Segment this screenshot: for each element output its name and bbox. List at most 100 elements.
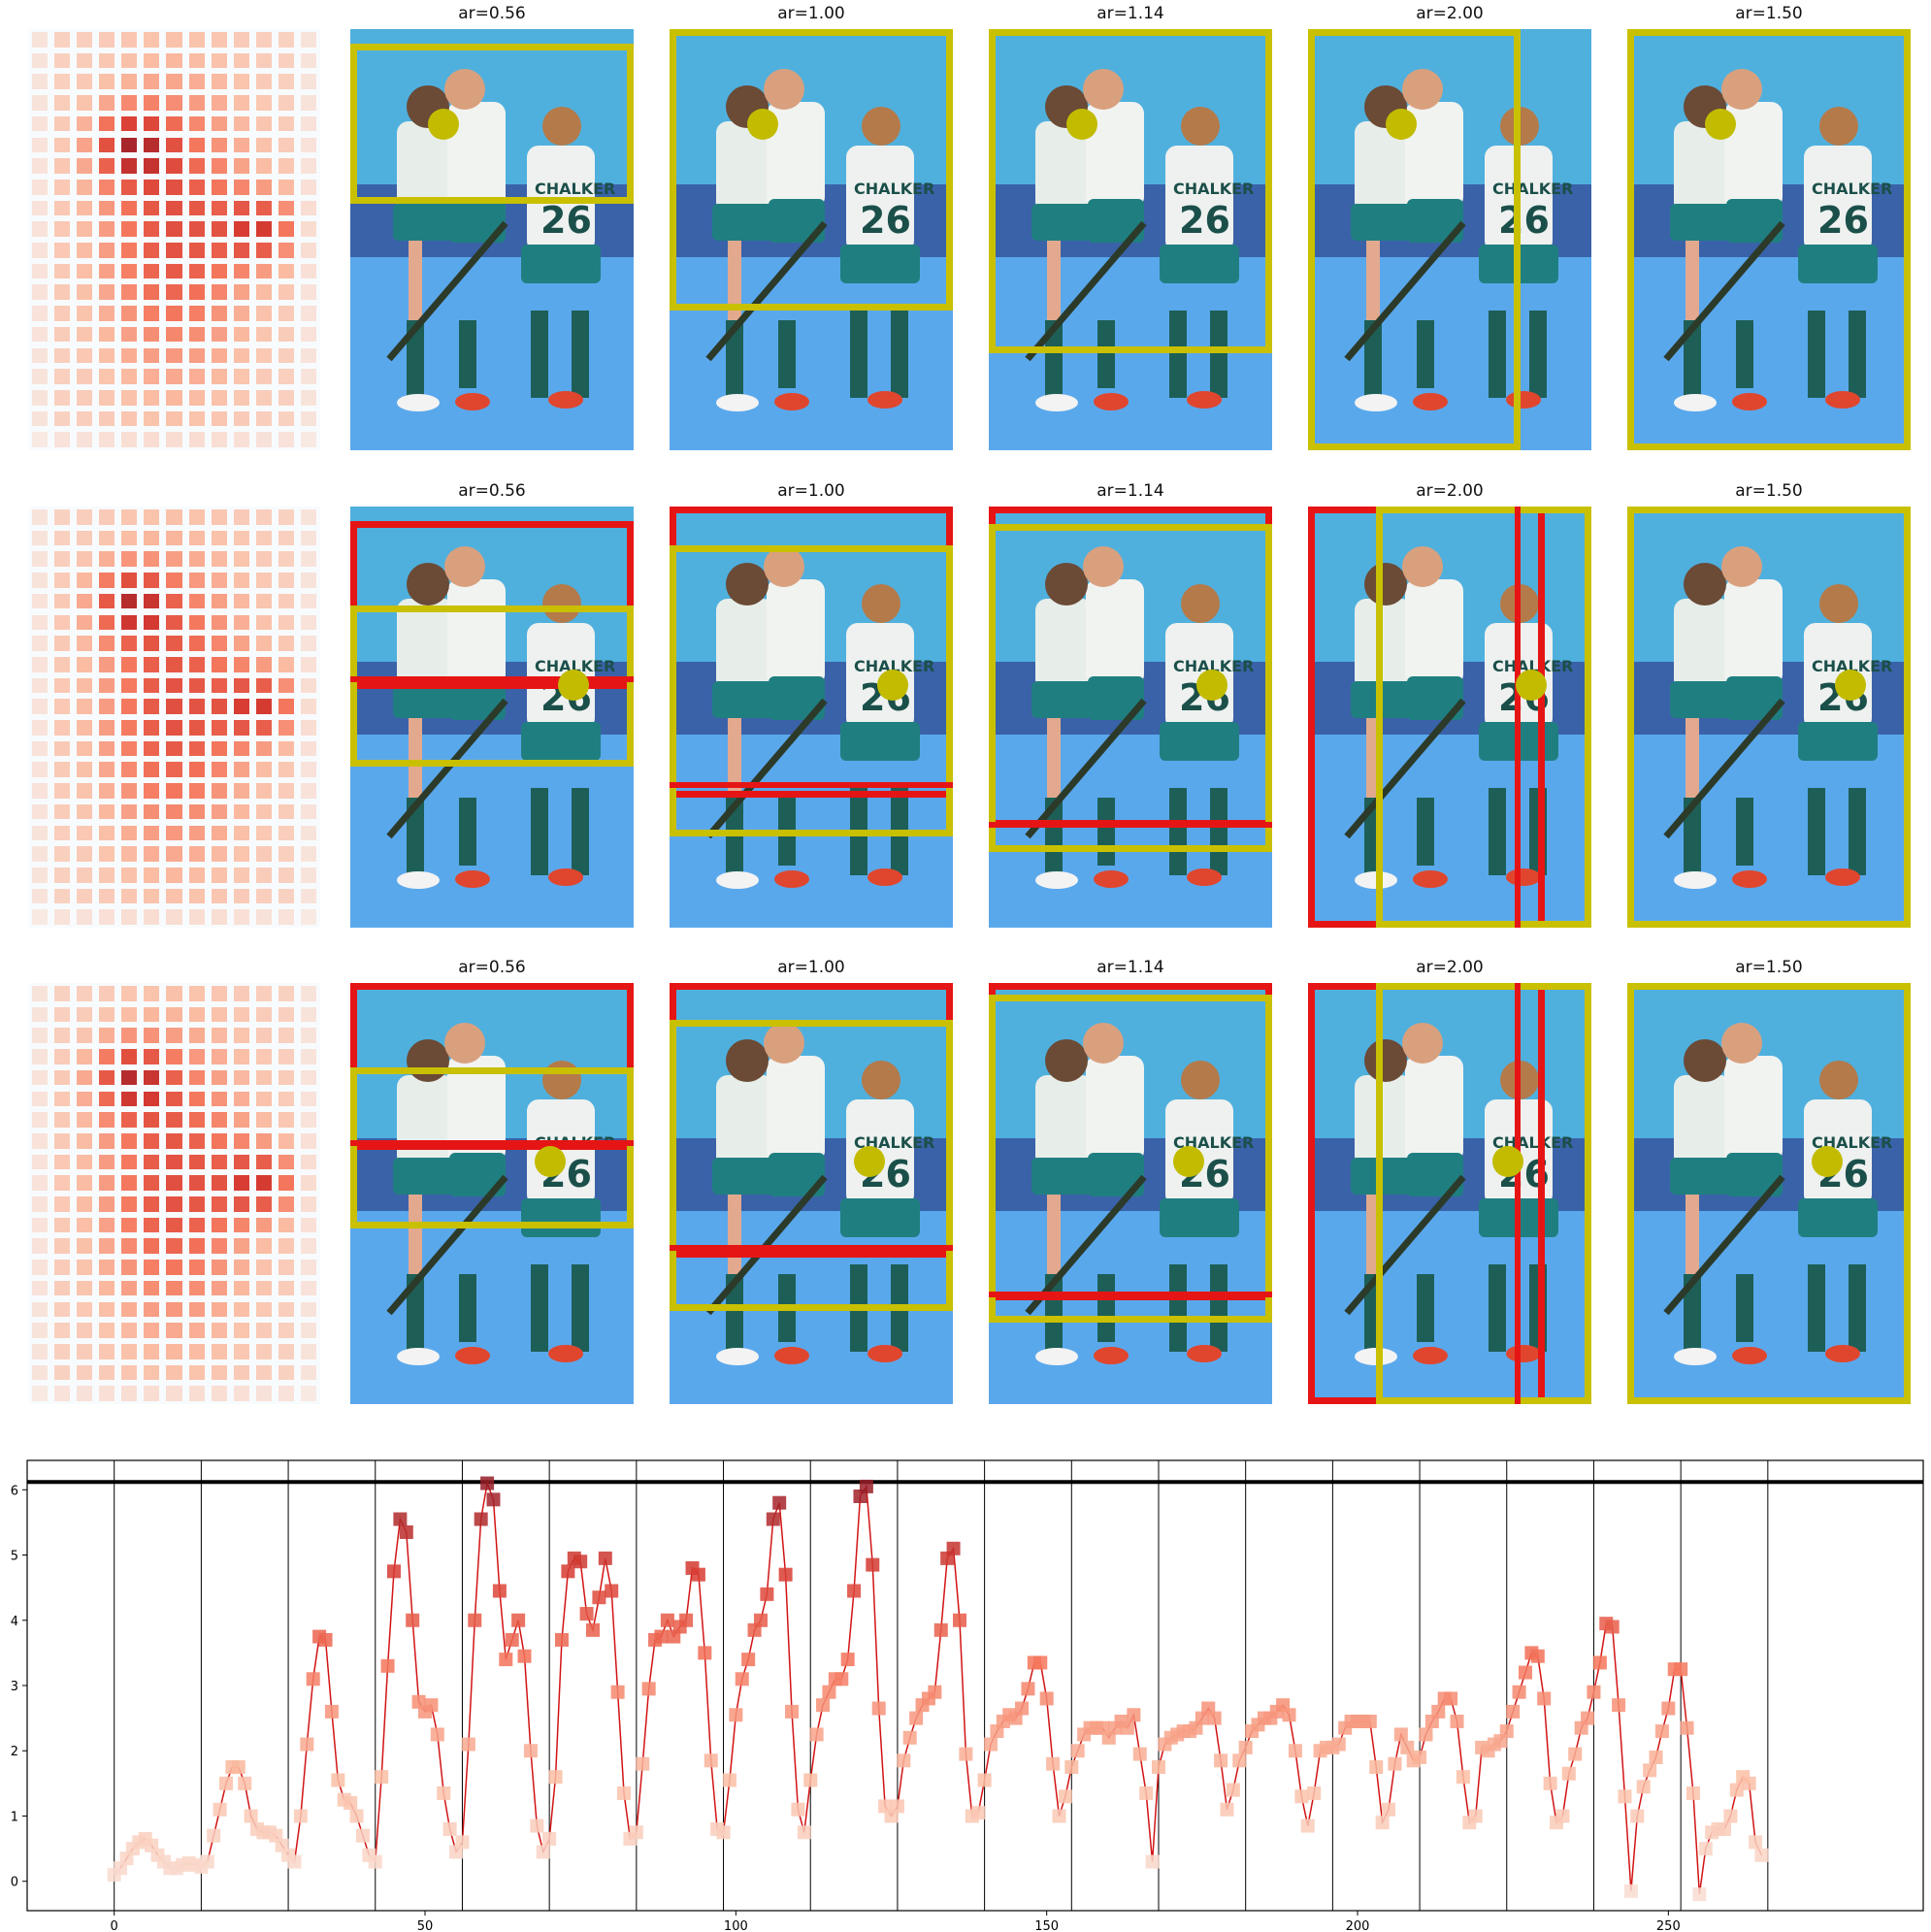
data-point: [293, 1809, 308, 1823]
player-right-skirt: [1798, 722, 1878, 761]
heatmap-cell: [32, 1028, 49, 1044]
heatmap-cell: [99, 95, 115, 111]
heatmap-cell: [278, 200, 294, 216]
heatmap-cell: [300, 636, 316, 651]
heatmap-cell: [32, 699, 49, 714]
shoes: [716, 1348, 759, 1365]
heatmap-cell: [278, 573, 294, 588]
heatmap-cell: [32, 200, 49, 216]
heatmap-cell: [166, 221, 182, 237]
heatmap-cell: [166, 1112, 182, 1128]
heatmap-cell: [144, 762, 160, 778]
heatmap-cell: [32, 1196, 49, 1212]
player-center-sock: [1736, 798, 1753, 866]
heatmap-cell: [121, 410, 138, 427]
heatmap-cell: [99, 1196, 115, 1212]
red-crop-box: [350, 521, 634, 689]
heatmap-cell: [99, 369, 115, 384]
heatmap-cell: [166, 284, 182, 301]
heatmap-cell: [278, 783, 294, 799]
data-point: [1400, 1740, 1415, 1754]
heatmap-cell: [188, 677, 205, 694]
data-point: [1630, 1809, 1645, 1823]
data-point: [1282, 1708, 1296, 1722]
x-tick-label: 100: [724, 1919, 748, 1932]
player-right-sock: [531, 311, 548, 398]
player-center-skirt: [769, 199, 825, 243]
heatmap-cell: [99, 1301, 115, 1318]
player-center-sock: [778, 320, 796, 388]
heatmap-cell: [166, 410, 182, 427]
shoes-red-2: [1187, 868, 1222, 886]
heatmap-cell: [54, 410, 71, 427]
heatmap-cell: [166, 846, 182, 862]
heatmap-cell: [166, 888, 182, 904]
heatmap-cell: [300, 326, 316, 343]
heatmap-cell: [99, 1112, 115, 1128]
heatmap-cell: [32, 1132, 49, 1149]
heatmap-cell: [188, 243, 205, 258]
heatmap-cell: [32, 137, 49, 153]
player-left-sock: [407, 1274, 424, 1352]
heatmap-cell: [77, 74, 93, 90]
heatmap-cell: [166, 158, 182, 174]
heatmap-cell: [77, 636, 93, 651]
heatmap-cell: [166, 1217, 182, 1233]
player-center-head: [1083, 1023, 1124, 1064]
heatmap-cell: [278, 551, 294, 568]
player-left-sock: [1364, 320, 1382, 398]
data-point: [375, 1770, 389, 1785]
heatmap-cell: [166, 762, 182, 778]
shoes: [1035, 1348, 1078, 1365]
heatmap-cell: [77, 1112, 93, 1128]
heatmap-cell: [99, 1132, 115, 1149]
heatmap-cell: [54, 74, 71, 90]
heatmap-cell: [32, 369, 49, 384]
heatmap-cell: [32, 1175, 49, 1191]
heatmap-cell: [77, 1260, 93, 1275]
heatmap-cell: [255, 284, 272, 301]
heatmap-cell: [144, 699, 160, 714]
heatmap-cell: [99, 115, 115, 132]
player-left-skirt: [712, 681, 776, 718]
heatmap-cell: [77, 263, 93, 279]
heatmap-cell: [99, 389, 115, 406]
heatmap-cell: [54, 846, 71, 862]
heatmap-cell: [188, 986, 205, 1001]
player-center-head: [764, 546, 804, 587]
heatmap-cell: [99, 32, 115, 48]
player-left-skirt: [1670, 204, 1734, 241]
panel-title: ar=1.50: [1735, 4, 1803, 23]
heatmap-cell: [144, 1154, 160, 1170]
data-point: [679, 1613, 694, 1627]
player-center-shirt: [1724, 1056, 1783, 1162]
data-point: [1151, 1760, 1165, 1775]
data-point: [480, 1476, 495, 1490]
heatmap-cell: [188, 1049, 205, 1064]
player-center-shirt: [1405, 102, 1463, 209]
heatmap-cell: [77, 783, 93, 799]
data-point: [1506, 1704, 1521, 1719]
heatmap-cell: [233, 1006, 249, 1023]
heatmap-cell: [166, 1175, 182, 1191]
jersey-name: CHALKER: [535, 180, 615, 198]
heatmap-cell: [77, 1364, 93, 1381]
player-left-shirt: [1355, 1075, 1413, 1167]
heatmap-cell: [77, 888, 93, 904]
heatmap-cell: [233, 573, 249, 588]
heatmap-cell: [32, 221, 49, 237]
heatmap-cell: [54, 1132, 71, 1149]
data-point: [1307, 1785, 1322, 1800]
heatmap-cell: [233, 1112, 249, 1128]
heatmap-cell: [255, 1196, 272, 1212]
hockey-stick: [386, 698, 508, 839]
heatmap-cell: [54, 52, 71, 69]
heatmap-cell: [99, 656, 115, 672]
shoes-red-2: [1187, 391, 1222, 409]
heatmap-cell: [233, 720, 249, 736]
heatmap-cell: [54, 720, 71, 736]
heatmap-cell: [166, 1260, 182, 1275]
heatmap-cell: [255, 1028, 272, 1044]
heatmap-cell: [99, 1280, 115, 1296]
shoes-red-2: [1825, 1345, 1860, 1362]
